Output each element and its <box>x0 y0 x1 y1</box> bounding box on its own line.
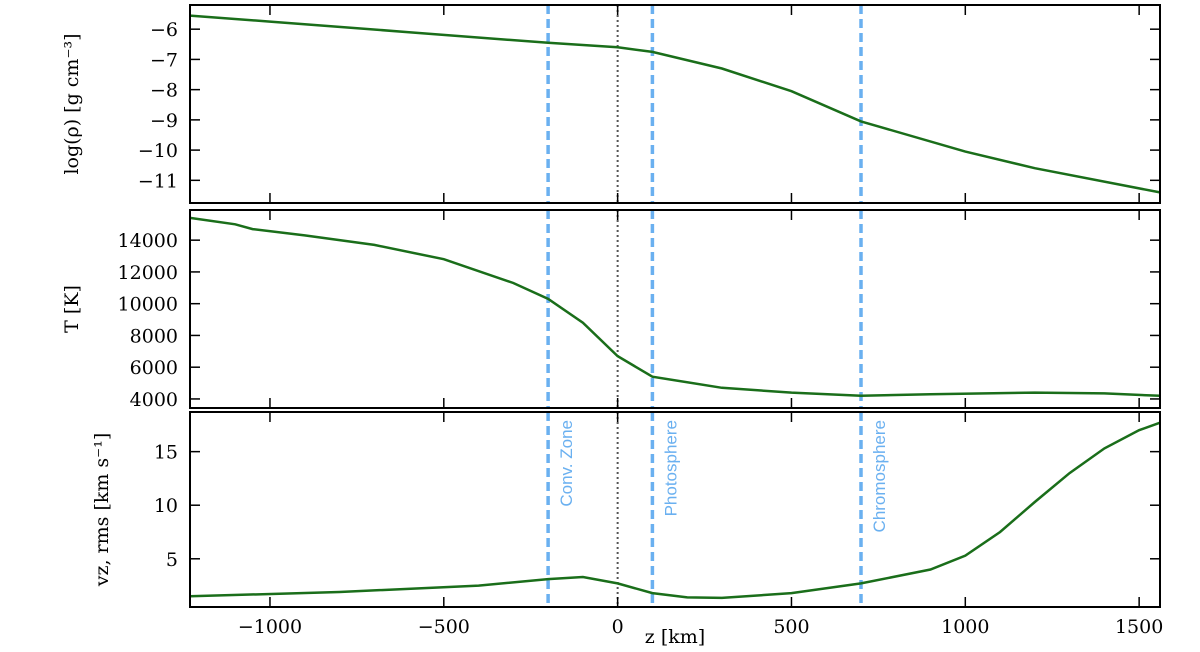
x-tick-label: 1500 <box>1115 616 1163 638</box>
y-tick-label: 4000 <box>130 389 178 411</box>
y-axis-label: log(ρ) [g cm⁻³] <box>61 33 83 174</box>
data-line <box>189 216 1161 398</box>
region-label: Chromosphere <box>870 420 889 532</box>
x-tick-label: 0 <box>612 616 624 638</box>
x-tick-label: −1000 <box>238 616 302 638</box>
y-tick-label: −7 <box>150 49 178 71</box>
y-tick-label: −10 <box>138 140 178 162</box>
y-axis-label: T [K] <box>61 285 83 333</box>
panel-frame <box>189 4 1161 204</box>
panel-frame <box>189 209 1161 409</box>
region-label: Conv. Zone <box>557 420 576 507</box>
y-tick-label: −8 <box>150 80 178 102</box>
y-tick-label: −11 <box>138 170 178 192</box>
y-tick-label: 14000 <box>118 230 178 252</box>
y-tick-label: 6000 <box>130 357 178 379</box>
data-line <box>189 14 1161 194</box>
y-tick-label: −9 <box>150 110 178 132</box>
x-axis-label: z [km] <box>645 626 705 648</box>
panel-frame <box>189 411 1161 608</box>
y-tick-label: 15 <box>154 442 178 464</box>
y-tick-label: 5 <box>166 549 178 571</box>
x-tick-label: 500 <box>773 616 809 638</box>
y-tick-label: 12000 <box>118 262 178 284</box>
y-tick-label: 10 <box>154 495 178 517</box>
y-tick-label: −6 <box>150 19 178 41</box>
y-tick-label: 8000 <box>130 325 178 347</box>
x-tick-label: −500 <box>418 616 470 638</box>
y-axis-label: vz, rms [km s⁻¹] <box>91 433 113 588</box>
x-tick-label: 1000 <box>941 616 989 638</box>
y-tick-label: 10000 <box>118 294 178 316</box>
data-line <box>189 421 1161 600</box>
region-label: Photosphere <box>661 420 680 516</box>
